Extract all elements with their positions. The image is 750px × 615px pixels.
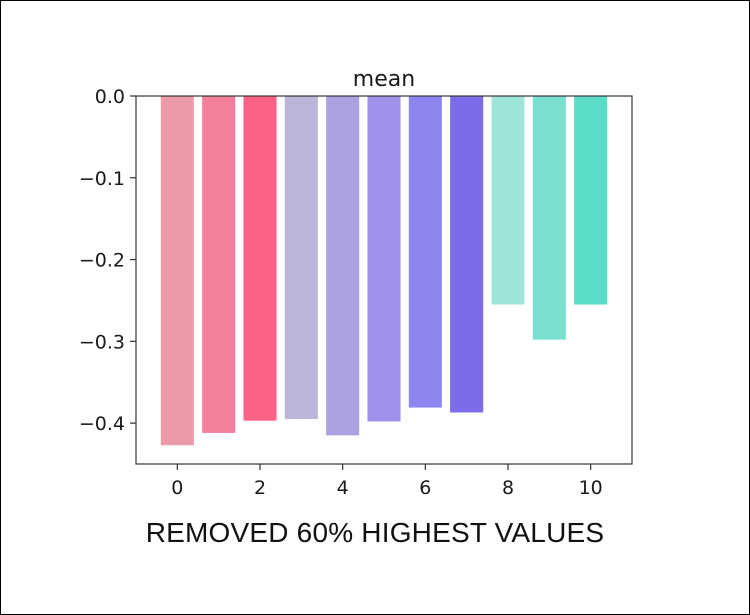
bar-8 xyxy=(491,96,525,305)
y-tick-label: −0.3 xyxy=(79,331,125,353)
bar-7 xyxy=(450,96,484,413)
x-tick-label: 4 xyxy=(337,477,349,499)
bar-0 xyxy=(160,96,194,446)
bar-3 xyxy=(284,96,318,420)
chart-title: mean xyxy=(353,67,415,92)
bar-2 xyxy=(243,96,277,421)
x-axis-ticks: 0 2 4 6 8 10 xyxy=(171,464,603,499)
chart-caption: REMOVED 60% HIGHEST VALUES xyxy=(145,517,605,548)
x-tick-label: 8 xyxy=(502,477,514,499)
plot-area-frame xyxy=(135,95,633,465)
bar-1 xyxy=(202,96,236,433)
bars-group xyxy=(160,96,608,446)
x-tick-label: 2 xyxy=(254,477,266,499)
bar-10 xyxy=(574,96,608,305)
bar-4 xyxy=(326,96,360,436)
x-tick-label: 6 xyxy=(419,477,431,499)
bar-5 xyxy=(367,96,401,422)
y-axis-ticks: 0.0 −0.1 −0.2 −0.3 −0.4 xyxy=(79,86,136,435)
y-tick-label: −0.2 xyxy=(79,250,125,272)
y-tick-label: −0.4 xyxy=(79,413,125,435)
bar-6 xyxy=(408,96,442,408)
y-tick-label: −0.1 xyxy=(79,168,125,190)
y-tick-label: 0.0 xyxy=(95,86,125,108)
x-tick-label: 10 xyxy=(579,477,603,499)
x-tick-label: 0 xyxy=(171,477,183,499)
bar-9 xyxy=(532,96,566,340)
